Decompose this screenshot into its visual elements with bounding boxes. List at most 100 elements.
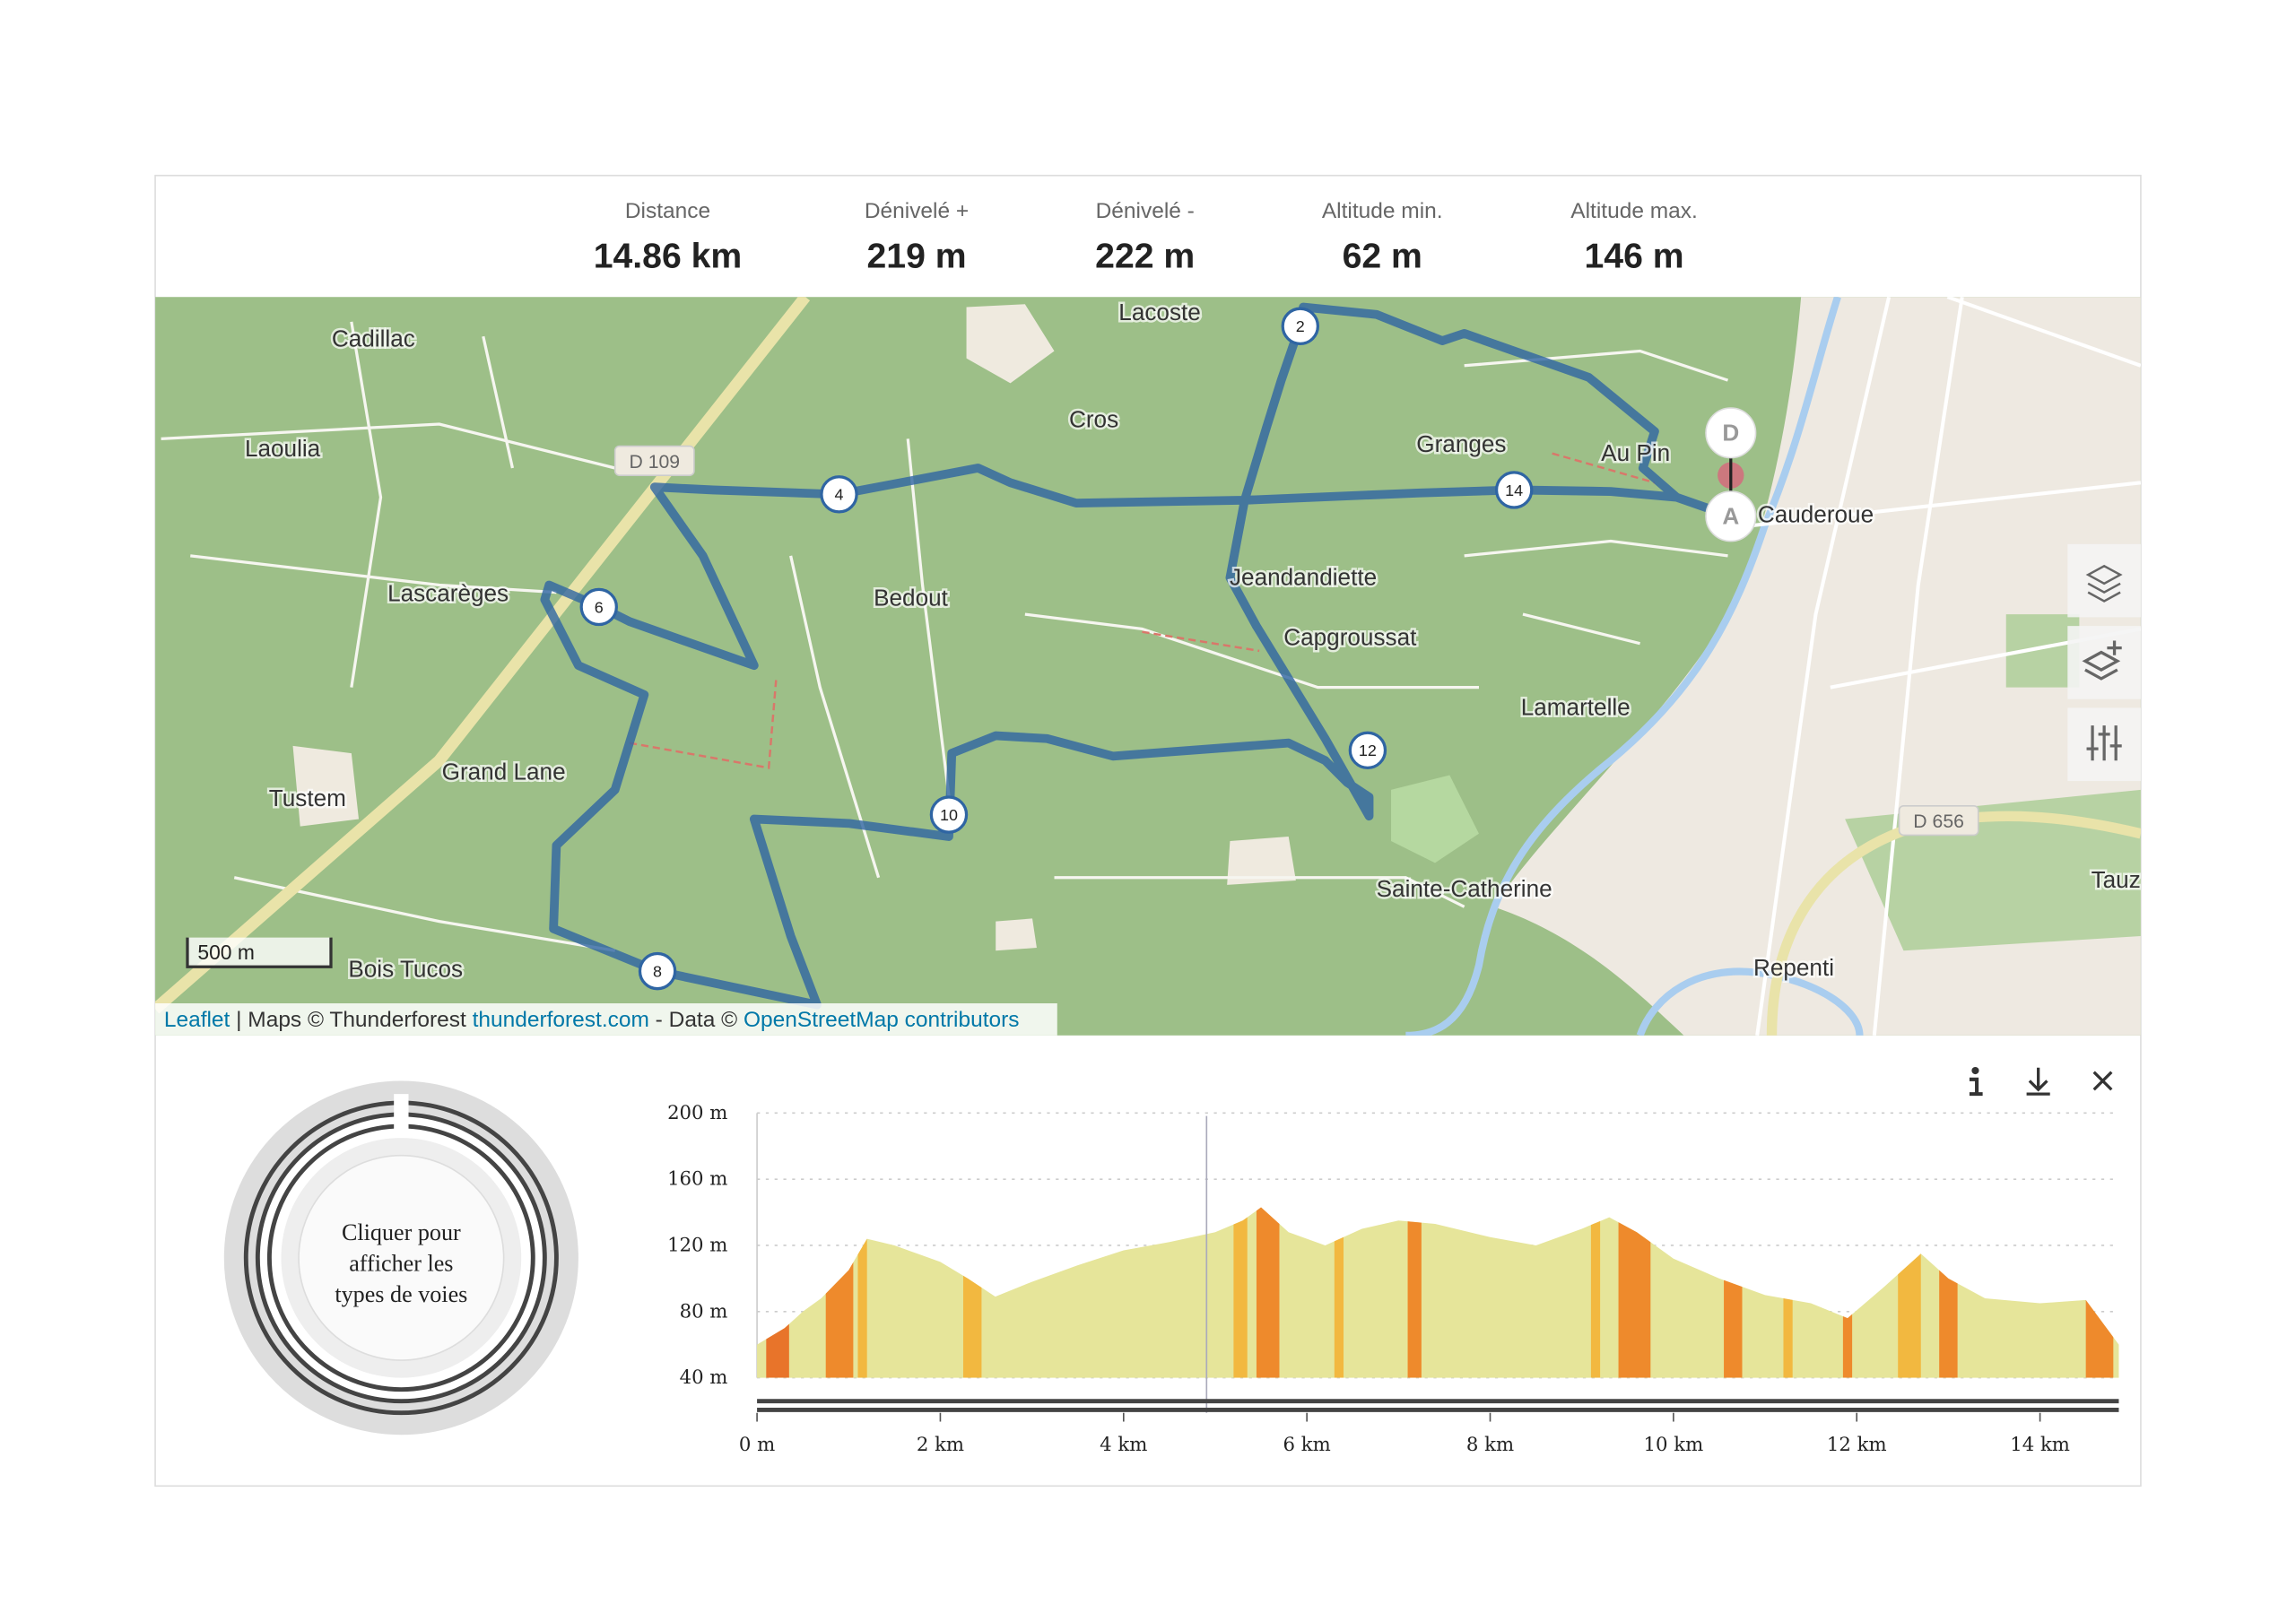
place-label: Grand Lane <box>442 758 566 785</box>
km-marker <box>638 951 677 991</box>
road-badge <box>1898 804 1979 837</box>
attribution-link[interactable]: Leaflet <box>164 1008 230 1032</box>
y-tick-label: 200 m <box>667 1102 727 1124</box>
fields <box>1845 614 2141 951</box>
attribution-link[interactable]: OpenStreetMap contributors <box>744 1008 1020 1032</box>
slope-segment <box>1256 1207 1280 1378</box>
y-tick-label: 40 m <box>680 1366 728 1389</box>
place-label: Lascarèges <box>387 579 509 606</box>
km-marker <box>929 795 969 834</box>
stats: Distance 14.86 km Dénivelé + 219 m Déniv… <box>594 199 1698 275</box>
place-label: Cros <box>1069 405 1118 432</box>
map-controls <box>2067 543 2141 782</box>
download-button[interactable] <box>2026 1067 2050 1096</box>
stat-value: 62 m <box>1343 238 1422 276</box>
km-marker <box>1494 471 1534 509</box>
x-tick-label: 14 km <box>2010 1434 2070 1456</box>
place-label: Sainte-Catherine <box>1377 875 1552 902</box>
km-marker <box>820 475 858 514</box>
km-marker <box>1348 731 1387 770</box>
settings-icon <box>2086 725 2122 761</box>
road-label: D 109 <box>629 452 680 473</box>
y-tick-label: 80 m <box>680 1300 728 1323</box>
km-marker-label: 10 <box>940 806 958 824</box>
road-badge <box>613 445 695 476</box>
road-label: D 656 <box>1913 811 1964 832</box>
place-label: Lacoste <box>1118 299 1200 325</box>
stat-label: Dénivelé + <box>865 199 969 223</box>
add-layer-icon <box>2082 640 2122 681</box>
place-label: Repenti <box>1753 954 1834 981</box>
elevation-area <box>757 1207 2119 1378</box>
x-tick-label: 12 km <box>1827 1434 1887 1456</box>
x-tick-label: 0 m <box>739 1434 775 1456</box>
attribution-text: | Maps © Thunderforest <box>230 1008 472 1032</box>
km-marker-label: 14 <box>1505 481 1523 499</box>
layers-icon <box>2085 564 2123 603</box>
y-tick-label: 160 m <box>667 1168 727 1191</box>
roads <box>161 297 2141 1036</box>
place-label: Tustem <box>269 785 346 811</box>
attribution-link[interactable]: thunderforest.com <box>473 1008 649 1032</box>
add-layer-button[interactable] <box>2067 626 2141 699</box>
start-marker-label: A <box>1722 502 1739 529</box>
slope-segment <box>1407 1207 1422 1378</box>
end-marker-label: D <box>1722 419 1739 446</box>
y-tick-label: 120 m <box>667 1234 727 1256</box>
close-button[interactable] <box>2092 1071 2113 1091</box>
donut-text: afficher les <box>349 1251 453 1277</box>
x-tick-label: 2 km <box>917 1434 964 1456</box>
attribution-bg <box>155 1003 1057 1036</box>
end-marker[interactable] <box>1705 407 1757 459</box>
x-tick-label: 4 km <box>1100 1434 1147 1456</box>
stat-value: 219 m <box>867 238 967 276</box>
slope-segment <box>1590 1207 1601 1378</box>
start-marker[interactable] <box>1705 490 1757 542</box>
place-label: Laoulia <box>245 435 321 462</box>
place-label: Cadillac <box>332 325 415 352</box>
panel-icons <box>1969 1066 2113 1097</box>
trails <box>629 452 1656 769</box>
attribution: Leaflet | Maps © Thunderforest thunderfo… <box>164 1008 1020 1032</box>
place-label: Bois Tucos <box>348 956 463 983</box>
km-marker-label: 4 <box>835 486 844 504</box>
road-types-donut[interactable]: Cliquer pour afficher les types de voies <box>223 1080 578 1436</box>
attribution-text: - Data © <box>649 1008 744 1032</box>
km-marker-label: 8 <box>653 962 662 980</box>
km-markers: 2 4 6 8 10 12 14 <box>579 307 1534 991</box>
scale-label: 500 m <box>197 941 254 964</box>
donut-text: Cliquer pour <box>342 1219 461 1245</box>
info-button[interactable] <box>1969 1066 1983 1097</box>
route <box>540 302 1733 1010</box>
x-tick-label: 8 km <box>1466 1434 1514 1456</box>
place-label: Jeandandiette <box>1230 563 1377 590</box>
place-label: Lamartelle <box>1521 694 1631 721</box>
slope-segment <box>857 1207 867 1378</box>
stat-label: Altitude max. <box>1570 199 1698 223</box>
place-label: Tauz <box>2092 866 2141 893</box>
map: D 109 D 656 Cadillac Laoulia Lascarèges … <box>155 297 2141 1036</box>
slope-segment <box>1334 1207 1344 1378</box>
donut-text: types de voies <box>335 1281 467 1307</box>
meadow <box>1391 775 1479 863</box>
place-label: Cauderoue <box>1758 500 1874 527</box>
place-label: Capgroussat <box>1283 623 1417 650</box>
stat-label: Distance <box>625 199 710 223</box>
stat-value: 146 m <box>1585 238 1684 276</box>
place-label: Au Pin <box>1601 439 1670 466</box>
slope-segment <box>1233 1207 1248 1378</box>
x-tick-label: 6 km <box>1283 1434 1331 1456</box>
km-marker-label: 12 <box>1359 742 1377 759</box>
x-tick-label: 10 km <box>1644 1434 1704 1456</box>
km-marker <box>1281 307 1320 345</box>
layers-button[interactable] <box>2067 543 2141 618</box>
km-marker-label: 6 <box>595 598 604 616</box>
stat-label: Dénivelé - <box>1096 199 1195 223</box>
km-marker-label: 2 <box>1296 317 1305 335</box>
place-label: Bedout <box>874 584 949 611</box>
km-marker <box>579 587 618 627</box>
stat-value: 14.86 km <box>594 238 743 276</box>
donut-center <box>298 1154 505 1361</box>
